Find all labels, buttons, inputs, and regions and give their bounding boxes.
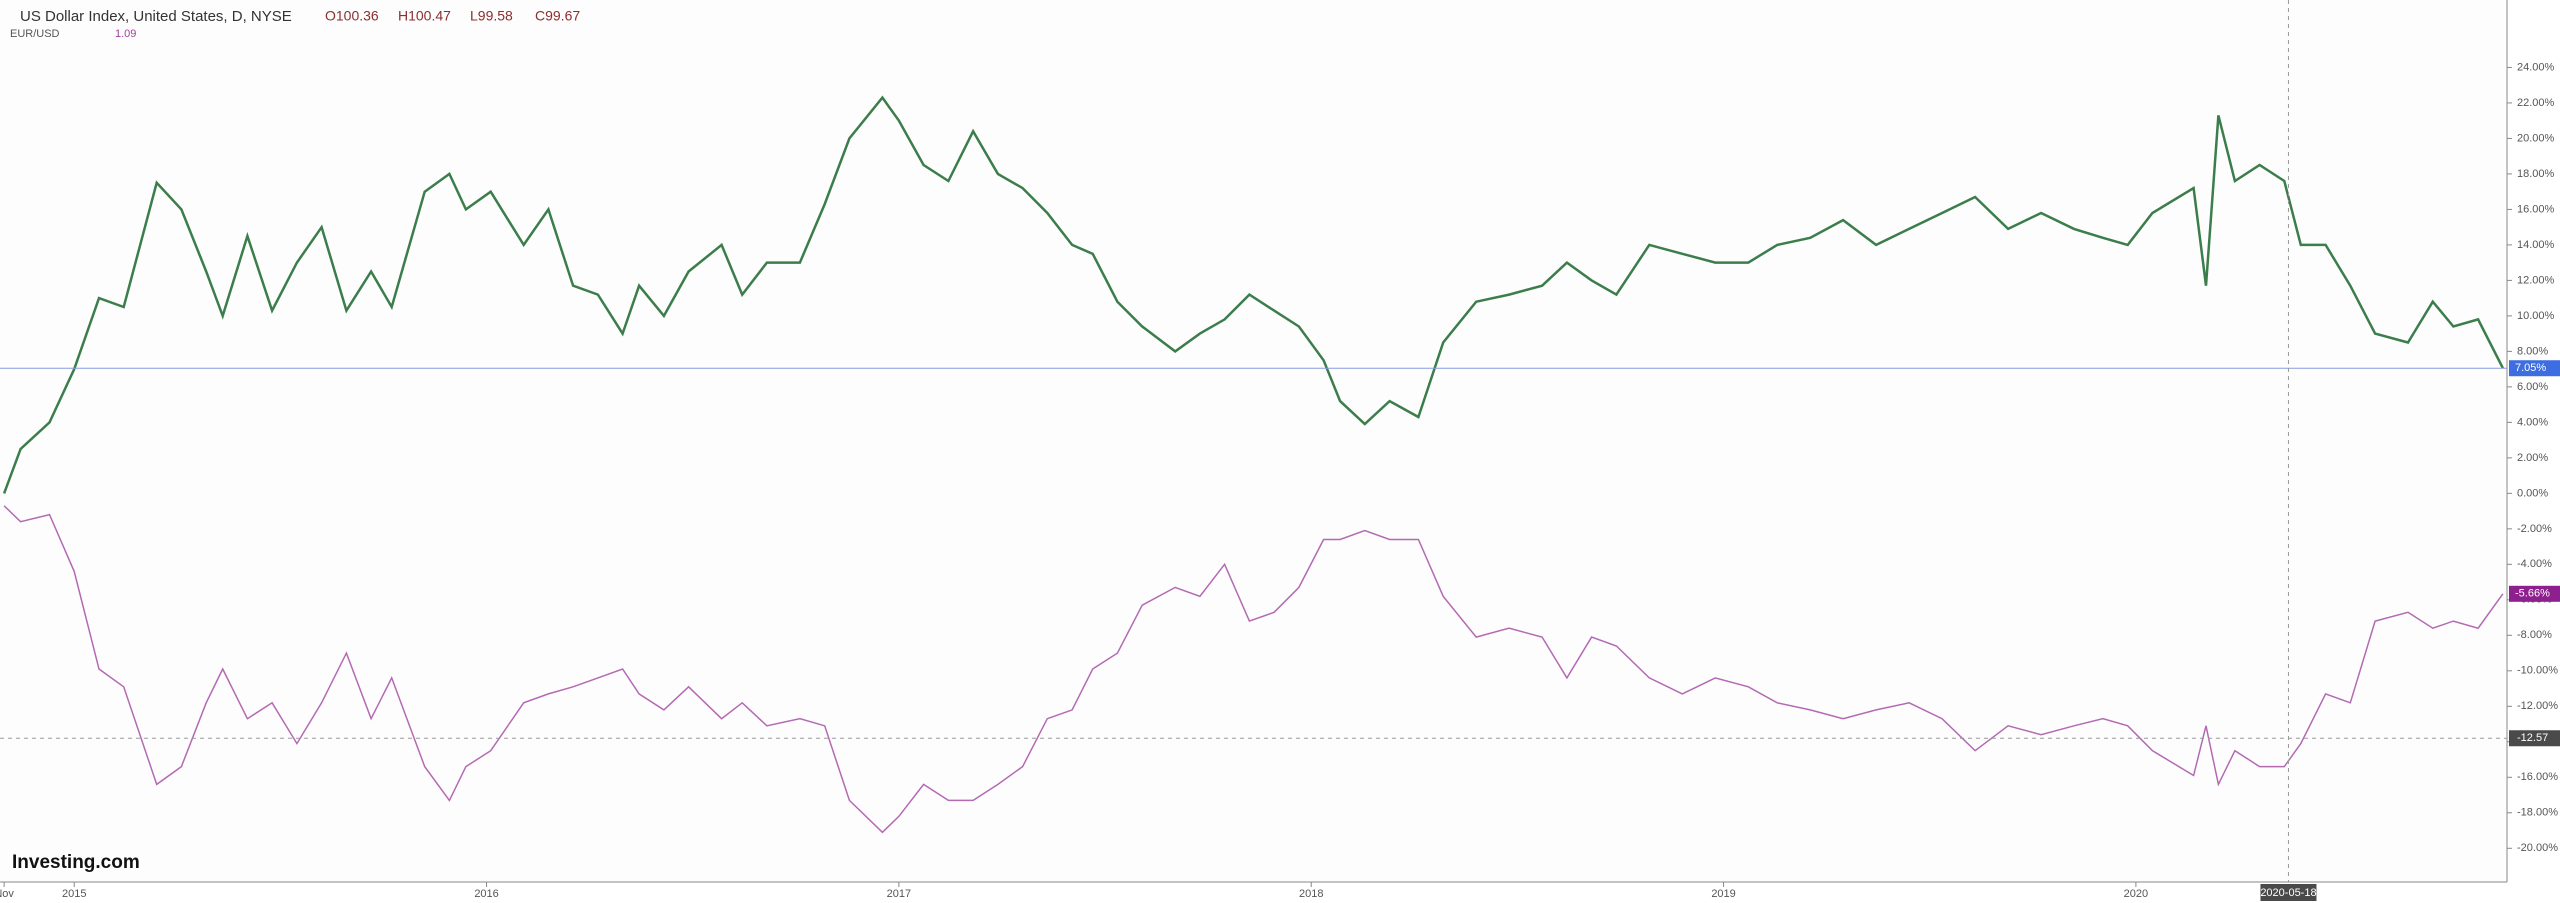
high: H100.47 — [398, 8, 451, 24]
y-tick-label: 4.00% — [2517, 416, 2548, 428]
close: C99.67 — [535, 8, 580, 24]
y-tick-label: -18.00% — [2517, 807, 2558, 819]
series-line — [3, 505, 2504, 834]
x-tick-label: 2015 — [62, 888, 86, 900]
x-tick-label: 2019 — [1711, 888, 1735, 900]
y-tick-label: 18.00% — [2517, 168, 2555, 180]
low: L99.58 — [470, 8, 513, 24]
x-tick-label: 2018 — [1299, 888, 1323, 900]
x-tick-label: 2017 — [887, 888, 911, 900]
y-tick-label: -2.00% — [2517, 523, 2552, 535]
x-tick-label: 2020 — [2124, 888, 2148, 900]
crosshair-y-bg — [2509, 730, 2560, 747]
last-label-bg — [2509, 360, 2560, 377]
y-tick-label: 24.00% — [2517, 61, 2555, 73]
x-tick-label: Nov — [0, 888, 14, 900]
y-tick-label: 20.00% — [2517, 132, 2555, 144]
y-tick-label: -12.00% — [2517, 700, 2558, 712]
y-tick-label: -8.00% — [2517, 629, 2552, 641]
y-tick-label: -10.00% — [2517, 665, 2558, 677]
last-label: 7.05% — [2515, 362, 2546, 374]
y-tick-label: 2.00% — [2517, 452, 2548, 464]
y-tick-label: 22.00% — [2517, 97, 2555, 109]
y-tick-label: -20.00% — [2517, 842, 2558, 854]
open: O100.36 — [325, 8, 379, 24]
y-tick-label: 8.00% — [2517, 345, 2548, 357]
y-tick-label: 0.00% — [2517, 487, 2548, 499]
y-tick-label: -16.00% — [2517, 771, 2558, 783]
crosshair-x-bg — [2260, 884, 2317, 901]
compare-symbol: EUR/USD — [10, 28, 60, 40]
x-tick-label: 2016 — [474, 888, 498, 900]
plot-area — [0, 0, 2507, 882]
y-tick-label: 12.00% — [2517, 274, 2555, 286]
y-tick-label: 10.00% — [2517, 310, 2555, 322]
y-tick-label: 16.00% — [2517, 203, 2555, 215]
crosshair-x-label: 2020-05-18 — [2260, 887, 2316, 899]
last-label: -5.66% — [2515, 588, 2550, 600]
y-tick-label: 6.00% — [2517, 381, 2548, 393]
symbol: US Dollar Index, United States, D, NYSE — [20, 8, 292, 25]
marks — [2, 95, 2505, 834]
compare-value: 1.09 — [115, 28, 136, 40]
y-tick-label: 14.00% — [2517, 239, 2555, 251]
series-line — [2, 95, 2505, 494]
y-tick-label: -4.00% — [2517, 558, 2552, 570]
last-label-bg — [2509, 585, 2560, 602]
crosshair-y-label: -12.57 — [2517, 732, 2548, 744]
logo: Investing.com — [12, 852, 140, 873]
